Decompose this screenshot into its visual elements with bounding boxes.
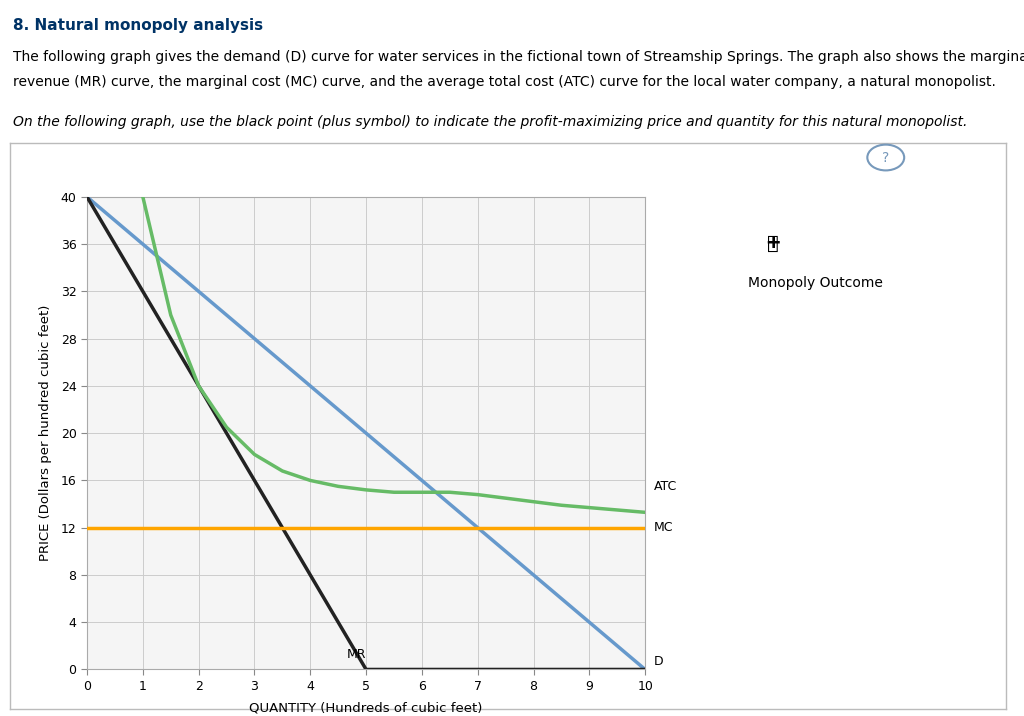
Text: revenue (MR) curve, the marginal cost (MC) curve, and the average total cost (AT: revenue (MR) curve, the marginal cost (M…	[13, 75, 996, 90]
Text: +: +	[766, 233, 780, 253]
Y-axis label: PRICE (Dollars per hundred cubic feet): PRICE (Dollars per hundred cubic feet)	[39, 305, 52, 561]
Text: On the following graph, use the black point (plus symbol) to indicate the profit: On the following graph, use the black po…	[13, 115, 968, 129]
Text: MR: MR	[346, 648, 366, 661]
Text: MC: MC	[653, 521, 673, 534]
X-axis label: QUANTITY (Hundreds of cubic feet): QUANTITY (Hundreds of cubic feet)	[250, 701, 482, 715]
Text: Monopoly Outcome: Monopoly Outcome	[748, 276, 883, 290]
Text: D: D	[653, 654, 664, 668]
Text: The following graph gives the demand (D) curve for water services in the fiction: The following graph gives the demand (D)…	[13, 50, 1024, 64]
Text: ?: ?	[882, 150, 890, 165]
Text: ATC: ATC	[653, 480, 677, 493]
Text: ➕: ➕	[767, 234, 779, 253]
Text: 8. Natural monopoly analysis: 8. Natural monopoly analysis	[13, 18, 263, 33]
